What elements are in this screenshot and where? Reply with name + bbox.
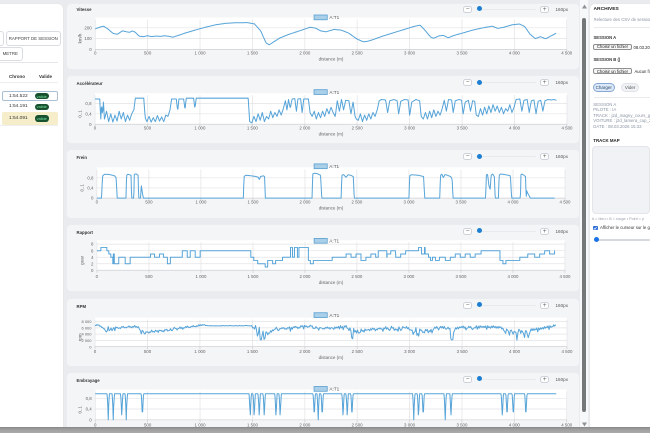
svg-text:4 000: 4 000 <box>509 51 521 56</box>
svg-text:0: 0 <box>91 267 94 272</box>
svg-text:3 000: 3 000 <box>404 348 416 353</box>
svg-text:4 500: 4 500 <box>561 422 573 427</box>
svg-text:0: 0 <box>89 121 92 126</box>
svg-text:3 000: 3 000 <box>403 199 414 204</box>
svg-text:4 500: 4 500 <box>561 125 573 130</box>
svg-text:2 000: 2 000 <box>299 422 311 427</box>
svg-text:3 500: 3 500 <box>457 348 469 353</box>
svg-text:2: 2 <box>91 261 94 266</box>
svg-text:0,8: 0,8 <box>86 395 93 400</box>
svg-text:3 000: 3 000 <box>403 274 414 279</box>
svg-text:2 500: 2 500 <box>351 199 362 204</box>
svg-text:2 500: 2 500 <box>352 422 364 427</box>
svg-text:100: 100 <box>84 36 92 41</box>
svg-text:1 000: 1 000 <box>194 125 206 130</box>
svg-text:0,4: 0,4 <box>86 406 93 411</box>
svg-text:A:T1: A:T1 <box>329 386 339 391</box>
svg-text:3 000: 3 000 <box>404 422 416 427</box>
svg-text:distance (m): distance (m) <box>319 280 344 285</box>
svg-text:1 500: 1 500 <box>247 348 259 353</box>
svg-text:500: 500 <box>144 422 152 427</box>
svg-text:3 500: 3 500 <box>456 51 468 56</box>
svg-text:gear: gear <box>80 255 85 264</box>
svg-text:4 000: 4 000 <box>509 125 521 130</box>
svg-text:2 000: 2 000 <box>300 274 311 279</box>
svg-text:distance (m): distance (m) <box>319 57 344 62</box>
svg-text:0: 0 <box>89 344 92 349</box>
svg-text:4 500: 4 500 <box>560 199 571 204</box>
svg-text:4 000: 4 000 <box>82 331 93 336</box>
svg-text:1 000: 1 000 <box>195 51 207 56</box>
svg-text:200: 200 <box>84 25 92 30</box>
svg-text:2 000: 2 000 <box>299 125 311 130</box>
svg-text:2 000: 2 000 <box>82 338 93 343</box>
svg-text:0: 0 <box>89 417 92 422</box>
svg-text:1 500: 1 500 <box>247 125 259 130</box>
svg-text:0,8: 0,8 <box>85 101 92 106</box>
svg-text:A:T1: A:T1 <box>329 312 339 317</box>
svg-text:4 000: 4 000 <box>509 348 521 353</box>
svg-text:4 000: 4 000 <box>507 274 518 279</box>
svg-text:0..1: 0..1 <box>79 183 84 191</box>
svg-text:3 500: 3 500 <box>457 125 469 130</box>
svg-text:A:T1: A:T1 <box>329 164 339 169</box>
svg-text:2 500: 2 500 <box>352 125 364 130</box>
svg-text:500: 500 <box>144 51 152 56</box>
svg-text:0,4: 0,4 <box>87 185 94 190</box>
svg-text:1 000: 1 000 <box>194 348 206 353</box>
svg-text:1 000: 1 000 <box>195 274 206 279</box>
svg-text:500: 500 <box>145 199 153 204</box>
svg-text:0: 0 <box>94 348 97 353</box>
svg-text:0: 0 <box>94 51 97 56</box>
svg-text:2 500: 2 500 <box>352 51 364 56</box>
svg-text:0: 0 <box>94 422 97 427</box>
svg-text:A:T1: A:T1 <box>329 89 339 94</box>
svg-text:8: 8 <box>91 241 94 246</box>
svg-text:500: 500 <box>144 125 152 130</box>
svg-text:0..1: 0..1 <box>78 405 83 413</box>
svg-text:0: 0 <box>94 125 97 130</box>
svg-text:1 000: 1 000 <box>195 422 207 427</box>
svg-text:0,4: 0,4 <box>85 111 92 116</box>
svg-text:1 500: 1 500 <box>247 51 259 56</box>
svg-text:3 500: 3 500 <box>456 199 467 204</box>
svg-text:1 500: 1 500 <box>247 422 259 427</box>
svg-text:2 000: 2 000 <box>299 51 311 56</box>
svg-text:0: 0 <box>89 47 92 52</box>
svg-text:4 500: 4 500 <box>560 274 571 279</box>
svg-text:distance (m): distance (m) <box>319 131 344 136</box>
svg-text:1 500: 1 500 <box>247 199 258 204</box>
svg-text:km/h: km/h <box>78 33 83 43</box>
svg-text:0: 0 <box>91 196 94 201</box>
svg-text:0: 0 <box>96 274 99 279</box>
svg-text:500: 500 <box>145 274 153 279</box>
svg-text:0..1: 0..1 <box>78 109 83 117</box>
svg-text:3 500: 3 500 <box>456 422 468 427</box>
svg-text:A:T1: A:T1 <box>329 238 339 243</box>
svg-text:rpm: rpm <box>78 333 83 341</box>
svg-text:3 000: 3 000 <box>404 125 416 130</box>
svg-text:distance (m): distance (m) <box>319 354 344 359</box>
svg-text:4 500: 4 500 <box>561 51 573 56</box>
svg-text:8 000: 8 000 <box>82 319 93 324</box>
svg-text:1 000: 1 000 <box>195 199 206 204</box>
svg-text:2 000: 2 000 <box>300 199 311 204</box>
svg-text:2 000: 2 000 <box>299 348 311 353</box>
svg-text:0,8: 0,8 <box>87 175 94 180</box>
svg-text:2 500: 2 500 <box>352 348 364 353</box>
svg-text:4: 4 <box>91 254 94 259</box>
svg-text:1 500: 1 500 <box>248 274 259 279</box>
svg-text:6: 6 <box>91 248 94 253</box>
svg-text:distance (m): distance (m) <box>319 205 344 210</box>
svg-text:2 500: 2 500 <box>351 274 362 279</box>
svg-text:4 000: 4 000 <box>508 199 519 204</box>
svg-text:4 000: 4 000 <box>509 422 521 427</box>
svg-text:A:T1: A:T1 <box>329 15 339 20</box>
svg-text:6 000: 6 000 <box>82 325 93 330</box>
svg-text:3 500: 3 500 <box>455 274 466 279</box>
svg-text:4 500: 4 500 <box>561 348 573 353</box>
svg-text:500: 500 <box>144 348 152 353</box>
svg-text:3 000: 3 000 <box>404 51 416 56</box>
svg-text:0: 0 <box>96 199 99 204</box>
